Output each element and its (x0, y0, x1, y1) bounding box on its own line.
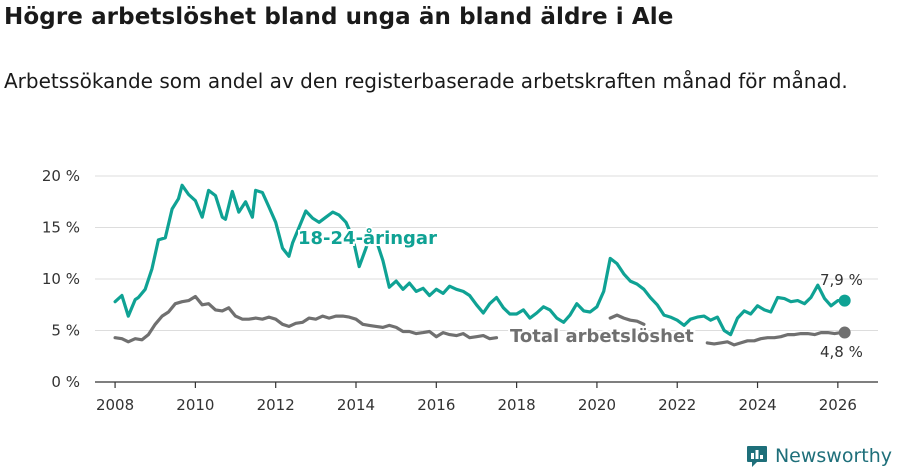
end-value-youth: 7,9 % (820, 271, 863, 289)
x-tick-label: 2022 (658, 396, 696, 414)
x-tick-label: 2020 (578, 396, 616, 414)
x-tick-label: 2016 (417, 396, 455, 414)
series-line-total (113, 294, 847, 347)
x-tick-label: 2014 (337, 396, 375, 414)
x-tick-label: 2012 (257, 396, 295, 414)
series-label-total: Total arbetslöshet (510, 326, 694, 347)
series-label-youth: 18-24-åringar (298, 227, 437, 249)
gridlines (95, 175, 878, 331)
y-tick-label: 10 % (42, 270, 80, 288)
x-axis: 2008 2010 2012 2014 2016 2018 2020 2022 2024 2026 (95, 381, 878, 414)
y-tick-label: 15 % (42, 219, 80, 237)
y-tick-label: 0 % (51, 373, 80, 391)
series-labels: 18-24-åringar Total arbetslöshet 7,9 % 4… (296, 225, 863, 361)
end-value-total: 4,8 % (820, 343, 863, 361)
brand-name: Newsworthy (774, 445, 892, 467)
series-end-point-youth (838, 294, 851, 307)
y-tick-label: 20 % (42, 167, 80, 185)
newsworthy-logo-icon (746, 446, 767, 467)
subtitle: Arbetssökande som andel av den registerb… (4, 69, 848, 93)
y-axis: 0 % 5 % 10 % 15 % 20 % (42, 167, 80, 391)
x-tick-label: 2024 (738, 396, 776, 414)
x-tick-label: 2010 (176, 396, 214, 414)
series-end-point-total (838, 326, 851, 339)
y-tick-label: 5 % (51, 322, 80, 340)
series (113, 183, 851, 347)
x-tick-label: 2008 (96, 396, 134, 414)
brand-logo: Newsworthy (745, 444, 892, 468)
x-tick-label: 2026 (819, 396, 857, 414)
page-title: Högre arbetslöshet bland unga än bland ä… (4, 4, 674, 30)
x-tick-label: 2018 (498, 396, 536, 414)
series-line-youth (113, 183, 847, 337)
